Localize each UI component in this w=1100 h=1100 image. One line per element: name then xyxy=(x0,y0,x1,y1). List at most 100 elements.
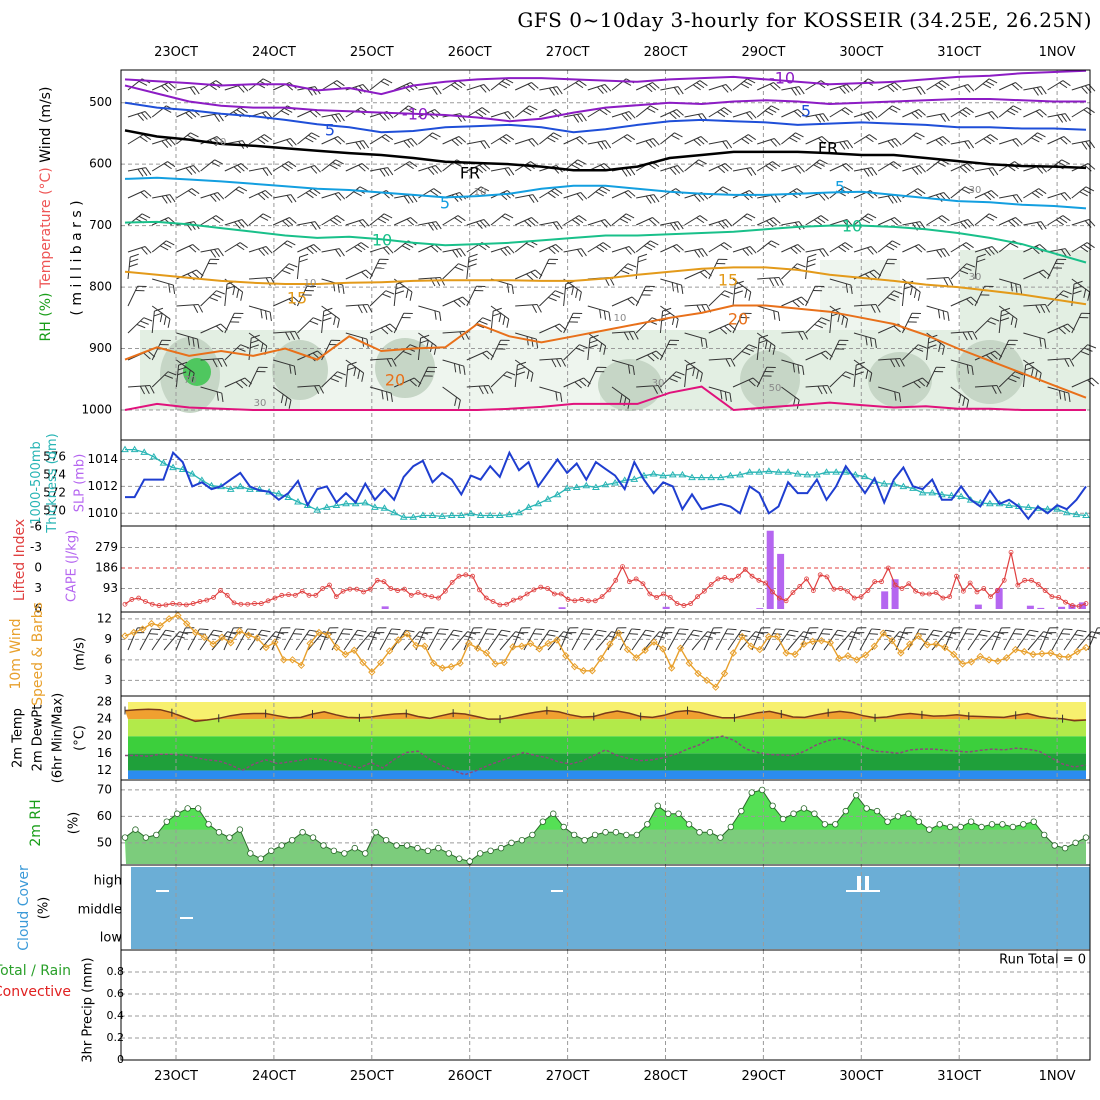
thickness-marker xyxy=(832,468,841,475)
wind-barb xyxy=(321,215,338,226)
wind-barb xyxy=(974,257,978,280)
wind-speed-marker xyxy=(500,658,508,667)
wind-barb-flag xyxy=(580,192,588,200)
lifted-index-marker xyxy=(272,595,278,601)
wind-barb-flag xyxy=(898,392,902,403)
wind-barb-flag xyxy=(333,374,343,379)
wind-barb-flag xyxy=(335,159,344,165)
wind-barb-flag xyxy=(482,317,492,322)
wind-barb-flag xyxy=(686,366,696,371)
wind-barb-flag xyxy=(798,221,805,230)
lifted-index-marker xyxy=(415,590,421,595)
wind-barb xyxy=(805,384,828,388)
wind-barb-flag xyxy=(936,249,943,258)
wind-barb-flag xyxy=(383,168,390,176)
wind-barb-flag xyxy=(281,165,290,172)
wind-barb-flag xyxy=(1064,113,1071,122)
wind-barb xyxy=(708,323,730,334)
wind-barb-flag xyxy=(646,107,656,113)
thickness-marker xyxy=(188,470,197,477)
wind-barb-flag xyxy=(722,186,732,192)
lifted-index-marker xyxy=(804,576,809,582)
wind-barb-flag xyxy=(1031,192,1040,199)
wind-barb-flag xyxy=(343,628,353,631)
wind-barb-flag xyxy=(483,84,491,92)
wind-speed-marker xyxy=(844,652,852,660)
rh-unit-label: (%) xyxy=(67,812,82,835)
wind-barb-flag xyxy=(531,217,539,224)
wind-speed-marker xyxy=(606,640,614,648)
wind-barb-flag xyxy=(943,277,949,286)
rh-marker xyxy=(1072,839,1079,847)
wind-barb xyxy=(781,386,800,401)
wind-barb-flag xyxy=(526,369,530,380)
wind-speed-marker xyxy=(332,643,341,652)
wind-barb-flag xyxy=(597,141,604,150)
wind-barb-flag xyxy=(354,634,364,637)
wind-barb-flag xyxy=(749,111,757,119)
wind-barb xyxy=(950,163,968,172)
wind-barb-flag xyxy=(167,371,177,376)
wind-barb-flag xyxy=(577,159,586,165)
lifted-index-marker xyxy=(429,594,435,600)
thickness-marker xyxy=(246,485,254,492)
wind-barb-flag xyxy=(239,107,248,114)
wind-barb xyxy=(950,186,966,199)
wind-barb xyxy=(515,138,533,145)
wind-barb-flag xyxy=(917,188,926,195)
wind-barb-flag xyxy=(983,138,992,145)
wind-barb xyxy=(563,344,580,361)
wind-speed-marker xyxy=(747,642,755,650)
wind-barb-flag xyxy=(306,634,316,637)
wind-barb xyxy=(571,628,584,651)
lifted-index-marker xyxy=(1015,582,1021,588)
wind-barb-flag xyxy=(583,628,593,631)
wind-barb xyxy=(805,350,826,361)
wind-barb-flag xyxy=(723,242,732,249)
wind-barb xyxy=(974,134,991,145)
wind-barb-flag xyxy=(603,163,612,170)
wind-barb-flag xyxy=(869,372,873,382)
isotherm-3 xyxy=(124,129,1087,172)
wind-barb-flag xyxy=(361,372,365,382)
wind-barb xyxy=(619,628,632,651)
wind-barb-flag xyxy=(1083,288,1087,299)
wind-speed-marker xyxy=(262,643,270,652)
wind-barb-flag xyxy=(524,220,532,228)
lifted-index-marker xyxy=(885,565,891,571)
wind-barb-flag xyxy=(331,114,338,123)
thickness-marker xyxy=(707,473,716,481)
wind-barb xyxy=(974,111,993,118)
rh-marker xyxy=(926,826,933,833)
lifted-index-marker xyxy=(551,591,557,597)
wind-barb-flag xyxy=(769,277,775,287)
lifted-index-marker xyxy=(449,579,455,585)
thickness-tick-label: 574 xyxy=(43,467,66,481)
wind-barb xyxy=(176,359,195,374)
wind-barb xyxy=(563,80,580,91)
wind-barb xyxy=(926,248,945,253)
wind-barb-flag xyxy=(846,84,854,92)
wind-barb-flag xyxy=(334,137,342,145)
wind-barb-flag xyxy=(478,109,487,116)
wind-barb-flag xyxy=(382,293,391,298)
temp-band xyxy=(128,736,1086,754)
wind-barb-flag xyxy=(797,364,800,374)
lifted-index-marker xyxy=(122,601,128,607)
lifted-index-marker xyxy=(1042,588,1048,593)
wind-barb-flag xyxy=(1086,107,1095,114)
wind-barb-flag xyxy=(168,283,171,293)
wind-barb-flag xyxy=(1080,246,1089,253)
wind-barb xyxy=(176,86,195,91)
wind-barb-flag xyxy=(154,307,164,312)
wind-barb-flag xyxy=(721,220,729,228)
wind-barb-flag xyxy=(657,385,663,394)
wind-barb-flag xyxy=(745,347,754,352)
wind-barb xyxy=(902,86,921,91)
wind-barb xyxy=(151,311,155,334)
wind-barb-flag xyxy=(314,221,321,230)
wind-barb-flag xyxy=(388,633,398,635)
wind-barb-flag xyxy=(841,109,850,116)
wind-barb-flag xyxy=(468,253,478,258)
temp-tick-label: 20 xyxy=(97,729,112,743)
